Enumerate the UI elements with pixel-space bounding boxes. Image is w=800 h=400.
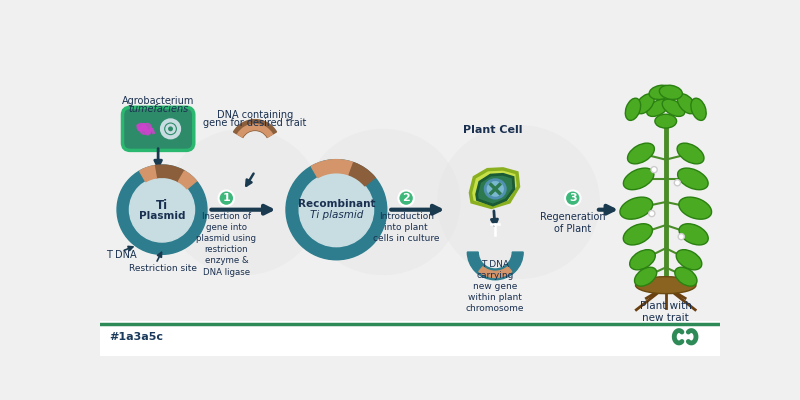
- Circle shape: [218, 190, 234, 206]
- Circle shape: [140, 126, 148, 134]
- Text: Plant with
new trait: Plant with new trait: [640, 300, 692, 323]
- Ellipse shape: [623, 168, 654, 190]
- Wedge shape: [238, 124, 273, 137]
- Ellipse shape: [485, 180, 506, 198]
- Wedge shape: [178, 171, 197, 189]
- Wedge shape: [154, 165, 185, 182]
- Ellipse shape: [679, 224, 708, 245]
- Circle shape: [678, 234, 684, 240]
- Ellipse shape: [679, 197, 711, 219]
- Text: 1: 1: [222, 193, 230, 203]
- Ellipse shape: [678, 168, 708, 190]
- Text: Recombinant: Recombinant: [298, 198, 375, 208]
- Ellipse shape: [675, 267, 697, 286]
- Circle shape: [651, 166, 658, 173]
- Text: Ti plasmid: Ti plasmid: [310, 210, 363, 220]
- Circle shape: [117, 165, 207, 254]
- Text: Plant Cell: Plant Cell: [463, 125, 522, 135]
- Text: #1a3a5c: #1a3a5c: [110, 332, 163, 342]
- Ellipse shape: [635, 277, 696, 294]
- Wedge shape: [139, 166, 156, 182]
- Text: 2: 2: [402, 193, 410, 203]
- Wedge shape: [467, 252, 523, 280]
- Text: DNA containing: DNA containing: [217, 110, 293, 120]
- Wedge shape: [234, 120, 277, 137]
- Circle shape: [143, 124, 151, 131]
- Ellipse shape: [677, 143, 704, 164]
- Ellipse shape: [627, 143, 654, 164]
- Text: 3: 3: [569, 193, 577, 203]
- Ellipse shape: [662, 99, 685, 116]
- Text: Ti: Ti: [156, 198, 168, 212]
- Text: Restriction site: Restriction site: [130, 264, 198, 273]
- Ellipse shape: [306, 129, 460, 275]
- Ellipse shape: [636, 94, 654, 114]
- Text: T DNA
carrying
new gene
within plant
chromosome: T DNA carrying new gene within plant chr…: [466, 260, 525, 313]
- Text: Plasmid: Plasmid: [138, 211, 186, 221]
- Text: gene for desired trait: gene for desired trait: [203, 118, 306, 128]
- Wedge shape: [479, 267, 512, 278]
- Ellipse shape: [676, 250, 702, 270]
- Bar: [100, 321, 720, 356]
- Circle shape: [286, 160, 386, 260]
- Ellipse shape: [626, 98, 641, 120]
- Ellipse shape: [691, 98, 706, 120]
- Circle shape: [565, 190, 581, 206]
- Wedge shape: [311, 160, 354, 178]
- Ellipse shape: [437, 125, 600, 279]
- Ellipse shape: [620, 197, 653, 219]
- Circle shape: [649, 210, 655, 217]
- Wedge shape: [349, 163, 375, 186]
- Ellipse shape: [655, 114, 677, 128]
- FancyBboxPatch shape: [122, 107, 194, 150]
- Ellipse shape: [659, 85, 682, 100]
- Text: Regeneration
of Plant: Regeneration of Plant: [540, 212, 606, 234]
- Ellipse shape: [623, 224, 653, 245]
- Circle shape: [674, 180, 681, 186]
- Ellipse shape: [630, 250, 655, 270]
- Ellipse shape: [646, 99, 670, 116]
- Text: tumefaciens: tumefaciens: [128, 104, 188, 114]
- Polygon shape: [477, 174, 514, 205]
- Ellipse shape: [649, 85, 672, 100]
- Ellipse shape: [678, 94, 696, 114]
- Circle shape: [130, 177, 194, 242]
- Polygon shape: [470, 169, 518, 207]
- Text: Agrobacterium: Agrobacterium: [122, 96, 194, 106]
- Ellipse shape: [166, 129, 321, 275]
- Circle shape: [138, 124, 145, 131]
- Ellipse shape: [634, 267, 657, 286]
- Circle shape: [299, 173, 374, 247]
- Text: Introduction
into plant
cells in culture: Introduction into plant cells in culture: [373, 212, 439, 243]
- Text: Insertion of
gene into
plasmid using
restriction
enzyme &
DNA ligase: Insertion of gene into plasmid using res…: [196, 212, 256, 276]
- Circle shape: [398, 190, 414, 206]
- Text: T DNA: T DNA: [106, 250, 137, 260]
